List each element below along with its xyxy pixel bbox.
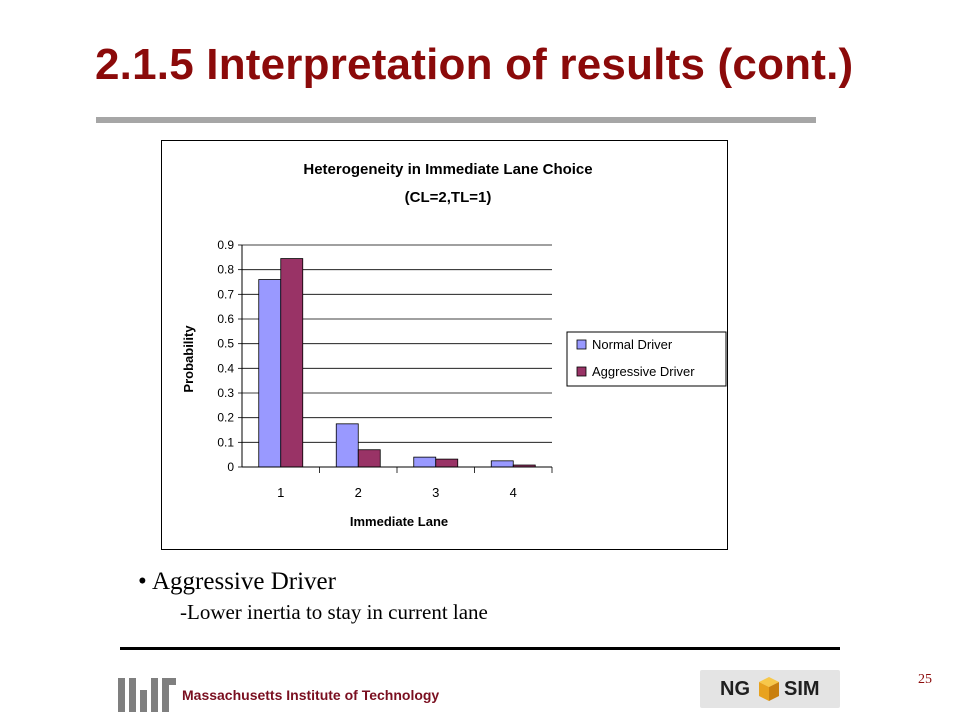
- ngsim-logo: NG SIM: [700, 670, 840, 708]
- x-tick-label: 2: [355, 485, 362, 500]
- y-tick-label: 0.8: [217, 263, 234, 277]
- y-tick-label: 0.9: [217, 238, 234, 252]
- y-tick-label: 0.7: [217, 287, 234, 301]
- ngsim-logo-right-text: SIM: [784, 678, 820, 700]
- bar-normal-driver: [335, 423, 359, 468]
- x-tick-label: 3: [432, 485, 439, 500]
- x-tick-label: 4: [510, 485, 517, 500]
- y-tick-labels: 0 0.1 0.2 0.3 0.4 0.5 0.6 0.7 0.8 0.9: [217, 238, 234, 474]
- y-axis-label: Probability: [181, 325, 196, 393]
- chart-legend: Normal Driver Aggressive Driver: [566, 331, 727, 387]
- legend-label-aggressive-driver: Aggressive Driver: [592, 364, 695, 379]
- footer-divider: [120, 647, 840, 650]
- slide-title: 2.1.5 Interpretation of results (cont.): [95, 40, 854, 89]
- mit-logo-text: Massachusetts Institute of Technology: [182, 687, 440, 703]
- legend-swatch-normal-driver: [576, 339, 587, 350]
- cube-icon: [759, 677, 779, 701]
- axes: [238, 244, 553, 473]
- bar-aggressive-driver: [435, 458, 459, 468]
- x-tick-label: 1: [277, 485, 284, 500]
- bar-normal-driver: [490, 460, 514, 468]
- bars-group: [258, 258, 536, 468]
- ngsim-logo-left-text: NG: [720, 678, 750, 700]
- y-tick-label: 0.3: [217, 386, 234, 400]
- y-tick-label: 0.6: [217, 312, 234, 326]
- y-tick-label: 0: [227, 460, 234, 474]
- y-tick-label: 0.2: [217, 411, 234, 425]
- y-tick-label: 0.5: [217, 337, 234, 351]
- mit-logo: Massachusetts Institute of Technology: [118, 678, 458, 712]
- chart-subtitle: (CL=2,TL=1): [405, 189, 492, 206]
- bar-aggressive-driver: [357, 449, 381, 468]
- mit-bars-icon: [118, 678, 178, 712]
- page-number: 25: [918, 672, 932, 687]
- bullet-list: • Aggressive Driver -Lower inertia to sta…: [138, 568, 488, 625]
- bar-aggressive-driver: [280, 258, 304, 468]
- bar-normal-driver: [258, 279, 282, 468]
- bullet-glyph: •: [138, 568, 147, 595]
- legend-label-normal-driver: Normal Driver: [592, 337, 673, 352]
- bullet-item: • Aggressive Driver: [138, 568, 488, 596]
- sub-bullet-text: -Lower inertia to stay in current lane: [180, 600, 488, 624]
- legend-box: [566, 331, 727, 387]
- bar-normal-driver: [413, 456, 437, 468]
- y-tick-label: 0.1: [217, 435, 234, 449]
- chart-title: Heterogeneity in Immediate Lane Choice: [303, 161, 592, 178]
- title-divider: [96, 117, 816, 123]
- bullet-main-text: Aggressive Driver: [152, 568, 336, 595]
- x-axis-label: Immediate Lane: [350, 514, 448, 529]
- chart-frame: Heterogeneity in Immediate Lane Choice (…: [161, 140, 728, 550]
- legend-swatch-aggressive-driver: [576, 366, 587, 377]
- bar-chart: Heterogeneity in Immediate Lane Choice (…: [181, 161, 727, 529]
- x-tick-labels: 1 2 3 4: [277, 485, 517, 500]
- y-tick-label: 0.4: [217, 361, 234, 375]
